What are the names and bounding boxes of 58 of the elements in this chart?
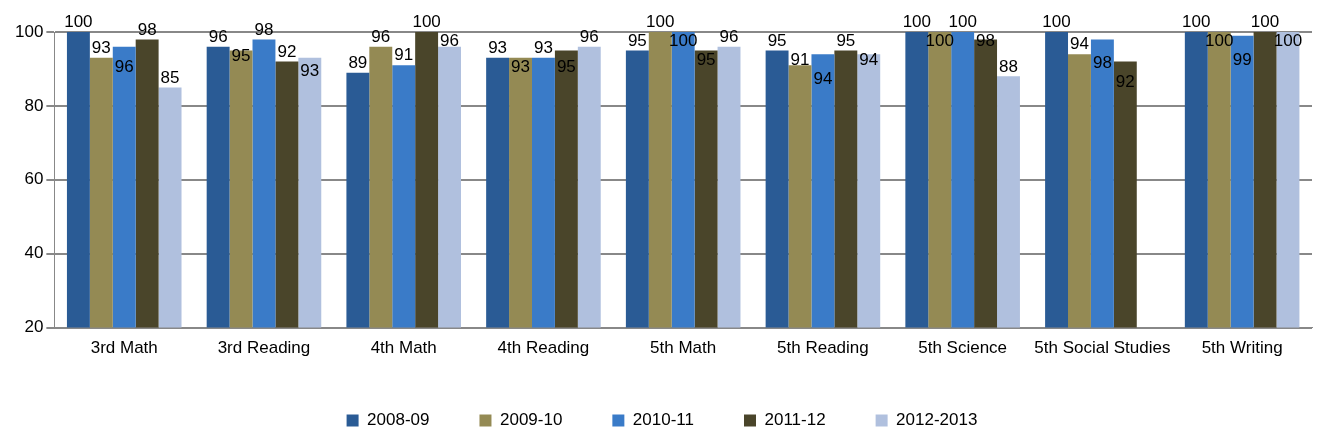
data-label: 98	[254, 19, 274, 39]
x-tick-label: 5th Math	[650, 338, 717, 358]
data-label: 93	[488, 38, 508, 58]
data-label: 95	[231, 45, 251, 65]
x-tick-label: 4th Math	[370, 338, 437, 358]
x-tick-label: 4th Reading	[497, 338, 590, 358]
data-label: 100	[412, 12, 441, 32]
x-tick-label: 5th Social Studies	[1034, 338, 1171, 358]
x-tick-label: 5th Science	[918, 338, 1008, 358]
data-label: 95	[696, 50, 716, 70]
data-label: 98	[1092, 53, 1112, 73]
data-label: 91	[394, 45, 414, 65]
data-label: 100	[646, 12, 675, 32]
data-label: 88	[999, 56, 1018, 76]
legend-label: 2011-12	[764, 410, 826, 430]
x-tick-label: 5th Writing	[1201, 338, 1283, 358]
data-label: 95	[627, 30, 647, 50]
data-label: 94	[813, 68, 833, 88]
data-label: 100	[1182, 12, 1211, 32]
y-tick-label: 60	[24, 169, 44, 189]
data-label: 93	[300, 60, 320, 80]
data-label: 96	[208, 26, 228, 46]
data-label: 95	[767, 30, 787, 50]
data-label: 96	[114, 57, 134, 77]
data-label: 95	[836, 30, 856, 50]
data-label: 96	[719, 26, 739, 46]
data-label: 93	[91, 38, 111, 58]
data-label: 91	[790, 49, 810, 69]
y-tick-label: 80	[24, 95, 44, 115]
data-label: 96	[579, 26, 599, 46]
y-tick-label: 20	[24, 317, 44, 337]
data-label: 100	[1042, 12, 1071, 32]
data-label: 92	[277, 41, 297, 61]
y-tick-label: 100	[14, 21, 44, 41]
data-label: 89	[348, 52, 368, 72]
data-label: 92	[1115, 72, 1135, 92]
data-label: 93	[511, 57, 530, 77]
legend-label: 2012-2013	[896, 410, 978, 430]
x-tick-label: 3rd Reading	[217, 338, 311, 358]
legend-label: 2010-11	[632, 410, 694, 430]
data-label: 94	[859, 49, 879, 69]
data-label: 96	[440, 31, 459, 51]
data-label: 95	[556, 57, 576, 77]
data-label: 94	[1070, 34, 1089, 54]
legend-label: 2009-10	[499, 410, 563, 430]
x-tick-label: 5th Reading	[777, 338, 869, 358]
data-label: 93	[533, 38, 553, 58]
data-label: 100	[948, 12, 977, 32]
data-label: 100	[902, 12, 932, 32]
legend-label: 2008-09	[367, 410, 430, 430]
y-tick-label: 40	[24, 243, 44, 263]
data-label: 98	[137, 19, 157, 39]
data-label: 100	[64, 12, 93, 32]
data-label: 99	[1232, 50, 1252, 70]
data-label: 96	[371, 26, 391, 46]
data-label: 100	[1250, 12, 1280, 32]
data-label: 85	[160, 67, 180, 87]
x-tick-label: 3rd Math	[90, 338, 158, 358]
